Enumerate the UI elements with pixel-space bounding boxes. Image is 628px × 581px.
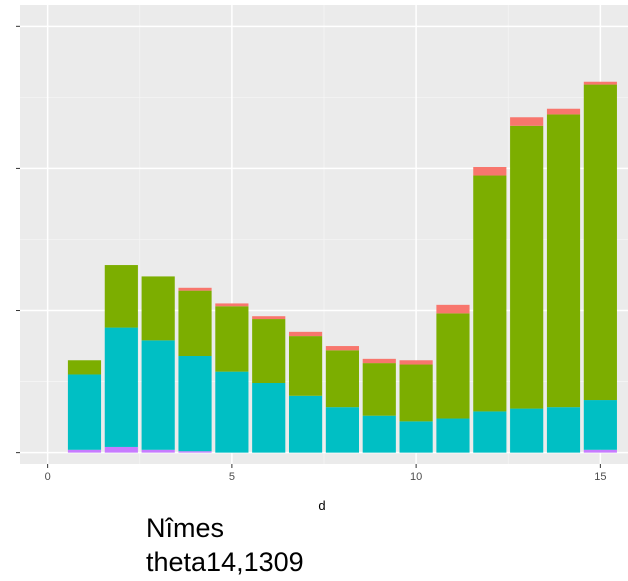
bar-segment bbox=[178, 451, 212, 453]
bar-segment bbox=[399, 360, 433, 365]
bar-segment bbox=[288, 336, 323, 396]
bar-segment bbox=[141, 449, 175, 453]
bar-segment bbox=[436, 304, 470, 314]
bar-segment bbox=[473, 411, 507, 453]
bar-segment bbox=[546, 114, 581, 408]
bar-segment bbox=[583, 81, 617, 85]
bar-segment bbox=[325, 407, 360, 453]
bar-segment bbox=[104, 327, 138, 447]
bar-segment bbox=[215, 303, 249, 307]
bar-segment bbox=[362, 363, 396, 416]
bar-segment bbox=[473, 167, 507, 176]
bar-segment bbox=[362, 358, 396, 364]
bar-segment bbox=[252, 316, 286, 320]
bar-segment bbox=[178, 287, 212, 291]
bar-segment bbox=[215, 371, 249, 453]
x-tick-label: 15 bbox=[594, 471, 606, 483]
bar-segment bbox=[104, 446, 138, 453]
bar-segment bbox=[510, 117, 544, 126]
bar-segment bbox=[362, 415, 396, 453]
x-tick-label: 5 bbox=[229, 471, 235, 483]
x-tick-label: 10 bbox=[410, 471, 422, 483]
bar-segment bbox=[510, 125, 544, 409]
bar-segment bbox=[252, 319, 286, 383]
bar-segment bbox=[288, 395, 323, 453]
bar-segment bbox=[583, 400, 617, 450]
bar-segment bbox=[104, 265, 138, 328]
bar-segment bbox=[178, 290, 212, 356]
bar-segment bbox=[546, 108, 581, 115]
bar-segment bbox=[67, 360, 102, 375]
caption-id: theta14,1309 bbox=[146, 547, 304, 577]
bar-segment bbox=[510, 408, 544, 453]
bar-segment bbox=[178, 356, 212, 452]
bar-segment bbox=[583, 84, 617, 401]
bar-segment bbox=[325, 346, 360, 351]
bar-segment bbox=[141, 340, 175, 450]
bar-segment bbox=[67, 449, 102, 453]
bar-segment bbox=[288, 331, 323, 337]
bar-segment bbox=[436, 313, 470, 419]
bars bbox=[67, 81, 617, 453]
bar-segment bbox=[325, 350, 360, 408]
caption-city: Nîmes bbox=[146, 513, 225, 543]
bar-segment bbox=[473, 175, 507, 412]
bar-segment bbox=[583, 449, 617, 453]
bar-segment bbox=[436, 418, 470, 453]
bar-segment bbox=[546, 407, 581, 453]
bar-segment bbox=[252, 383, 286, 453]
x-axis-label: d bbox=[318, 498, 325, 510]
axes: 0 5 10 15 bbox=[16, 25, 606, 483]
bar-segment bbox=[399, 421, 433, 453]
bar-segment bbox=[215, 306, 249, 372]
bar-segment bbox=[399, 364, 433, 422]
bar-segment bbox=[141, 276, 175, 341]
bar-segment bbox=[67, 374, 102, 450]
x-tick-label: 0 bbox=[45, 471, 51, 483]
stacked-bar-chart: 0 5 10 15 d bbox=[16, 5, 628, 510]
